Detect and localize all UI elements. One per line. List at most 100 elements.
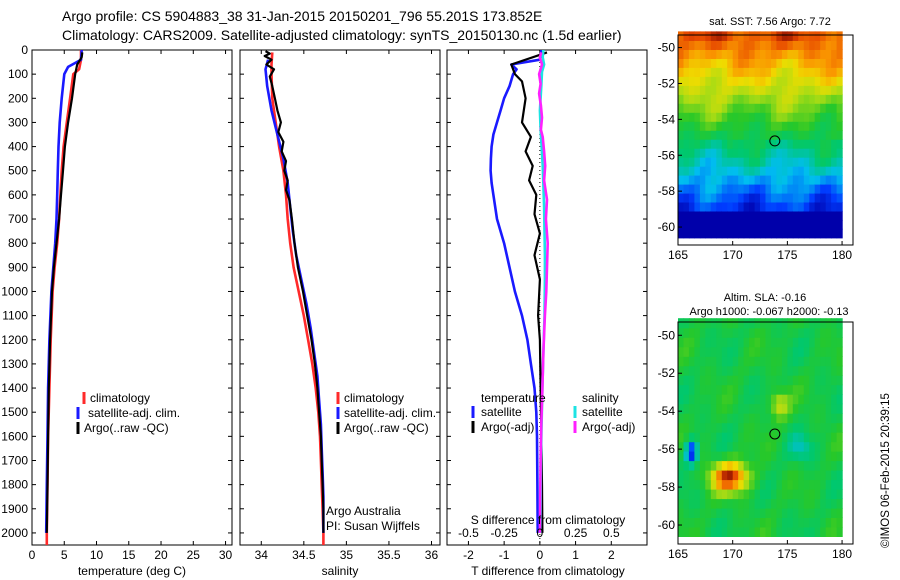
heatmap-cell xyxy=(727,327,734,338)
heatmap-cell xyxy=(710,166,717,176)
heatmap-cell xyxy=(760,192,767,203)
heatmap-cell xyxy=(781,507,788,518)
heatmap-cell xyxy=(743,139,750,149)
heatmap-cell xyxy=(814,58,821,68)
heatmap-cell xyxy=(716,121,723,131)
heatmap-cell xyxy=(814,219,821,230)
heatmap-cell xyxy=(792,451,799,462)
heatmap-cell xyxy=(727,365,734,376)
x-tick-label: 34.5 xyxy=(292,548,316,562)
heatmap-cell xyxy=(678,498,685,509)
heatmap-cell xyxy=(809,58,816,68)
heatmap-cell xyxy=(831,365,838,376)
heatmap-cell xyxy=(749,210,756,221)
heatmap-cell xyxy=(781,192,788,203)
heatmap-cell xyxy=(738,507,745,518)
heatmap-cell xyxy=(721,384,728,395)
heatmap-cell xyxy=(705,103,712,113)
heatmap-cell xyxy=(765,103,772,113)
s-difference-label: S difference from climatology xyxy=(471,513,626,527)
heatmap-cell xyxy=(776,219,783,230)
difference-x-ticks: -2 -1 0 1 2 xyxy=(447,49,647,562)
heatmap-cell xyxy=(678,346,685,357)
heatmap-cell xyxy=(738,157,745,167)
heatmap-cell xyxy=(820,112,827,122)
heatmap-cell xyxy=(776,67,783,77)
heatmap-cell xyxy=(678,148,685,158)
heatmap-cell xyxy=(710,413,717,424)
heatmap-cell xyxy=(836,498,843,509)
heatmap-cell xyxy=(699,432,706,443)
heatmap-cell xyxy=(831,327,838,338)
heatmap-cell xyxy=(699,228,706,239)
heatmap-cell xyxy=(678,58,685,68)
heatmap-cell xyxy=(705,413,712,424)
heatmap-cell xyxy=(825,441,832,452)
heatmap-cell xyxy=(699,470,706,481)
x-tick-label: 0 xyxy=(29,548,36,562)
heatmap-cell xyxy=(809,384,816,395)
heatmap-cell xyxy=(738,175,745,185)
heatmap-cell xyxy=(738,498,745,509)
series-line-argo-raw-qc- xyxy=(263,50,325,533)
heatmap-cell xyxy=(710,67,717,77)
heatmap-cell xyxy=(771,121,778,131)
heatmap-cell xyxy=(688,375,695,386)
heatmap-cell xyxy=(809,375,816,386)
heatmap-cell xyxy=(727,175,734,185)
heatmap-cell xyxy=(716,219,723,230)
heatmap-cell xyxy=(831,479,838,490)
heatmap-cell xyxy=(678,327,685,338)
heatmap-cell xyxy=(743,403,750,414)
heatmap-cell xyxy=(760,479,767,490)
heatmap-cell xyxy=(776,76,783,86)
salinity-x-ticks: 34 34.5 35 35.5 36 xyxy=(240,49,440,562)
heatmap-cell xyxy=(765,394,772,405)
map-lon-tick-label: 175 xyxy=(777,248,797,262)
heatmap-cell xyxy=(721,375,728,386)
heatmap-cell xyxy=(732,375,739,386)
heatmap-cell xyxy=(771,40,778,50)
heatmap-cell xyxy=(760,85,767,95)
heatmap-cell xyxy=(727,184,734,194)
heatmap-cell xyxy=(781,121,788,131)
heatmap-cell xyxy=(760,175,767,185)
heatmap-cell xyxy=(721,517,728,528)
heatmap-cell xyxy=(683,94,690,104)
heatmap-cell xyxy=(776,192,783,203)
difference-lines xyxy=(489,50,550,533)
difference-legend: temperature salinity satellite Argo(-adj… xyxy=(471,391,635,434)
heatmap-cell xyxy=(814,85,821,95)
heatmap-cell xyxy=(771,403,778,414)
heatmap-cell xyxy=(743,94,750,104)
heatmap-cell xyxy=(809,148,816,158)
heatmap-cell xyxy=(787,413,794,424)
heatmap-cell xyxy=(699,130,706,140)
heatmap-cell xyxy=(825,413,832,424)
heatmap-cell xyxy=(787,498,794,509)
heatmap-cell xyxy=(825,130,832,140)
legend-label-t-argo: Argo(-adj) xyxy=(481,420,534,434)
heatmap-cell xyxy=(787,479,794,490)
heatmap-cell xyxy=(738,121,745,131)
heatmap-cell xyxy=(809,356,816,367)
heatmap-cell xyxy=(683,413,690,424)
heatmap-cell xyxy=(688,432,695,443)
heatmap-cell xyxy=(743,49,750,59)
heatmap-cell xyxy=(776,384,783,395)
heatmap-cell xyxy=(765,365,772,376)
heatmap-cell xyxy=(787,166,794,176)
heatmap-cell xyxy=(699,441,706,452)
heatmap-cell xyxy=(781,451,788,462)
heatmap-cell xyxy=(749,219,756,230)
heatmap-cell xyxy=(738,394,745,405)
depth-tick-label: 1700 xyxy=(1,453,28,467)
heatmap-cell xyxy=(836,422,843,433)
heatmap-cell xyxy=(776,498,783,509)
heatmap-cell xyxy=(787,192,794,203)
s-difference-tick-label: 0.5 xyxy=(603,526,620,540)
map-lat-tick-label: -50 xyxy=(658,41,676,55)
heatmap-cell xyxy=(738,432,745,443)
heatmap-cell xyxy=(814,498,821,509)
map-lon-tick-label: 170 xyxy=(723,248,743,262)
